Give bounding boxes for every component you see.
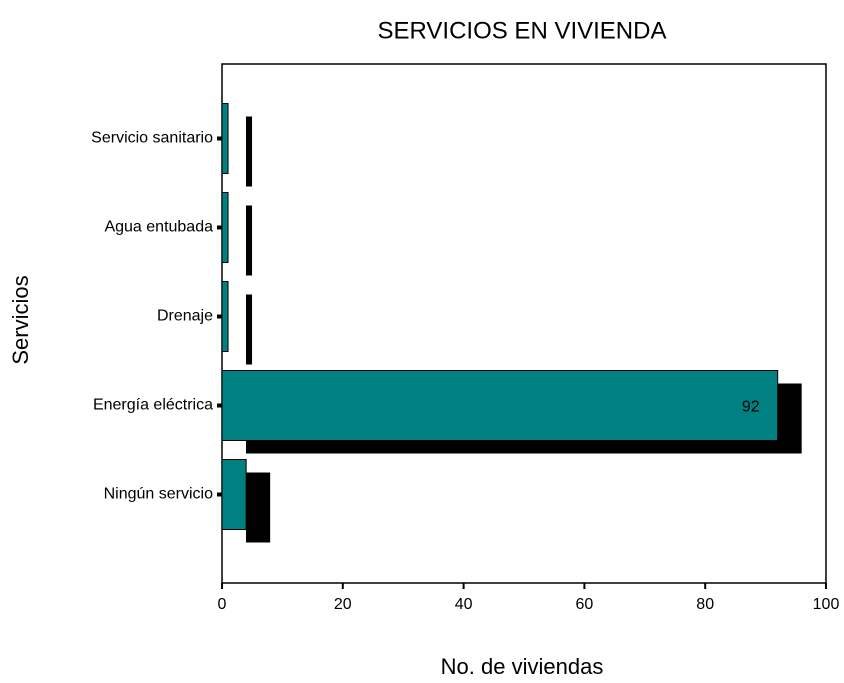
bar xyxy=(221,370,779,441)
bar xyxy=(221,192,229,263)
value-label: 92 xyxy=(742,399,760,416)
bar xyxy=(221,459,247,530)
y-tick xyxy=(217,314,222,319)
bar xyxy=(221,103,229,174)
y-tick-label: Servicio sanitario xyxy=(91,130,213,147)
y-tick-label: Agua entubada xyxy=(104,219,213,236)
bar-shadow xyxy=(246,294,253,365)
x-tick-label: 60 xyxy=(576,596,594,613)
y-tick-label: Ningún servicio xyxy=(104,486,213,503)
y-tick-label: Energía eléctrica xyxy=(93,397,213,414)
chart-title: SERVICIOS EN VIVIENDA xyxy=(378,17,667,44)
bar-shadow xyxy=(246,116,253,187)
bar xyxy=(221,281,229,352)
y-axis-label: Servicios xyxy=(8,275,33,364)
x-tick-label: 20 xyxy=(334,596,352,613)
y-tick xyxy=(217,225,222,230)
plot-frame xyxy=(221,63,827,584)
bar-shadow xyxy=(246,472,271,543)
x-tick-label: 80 xyxy=(696,596,714,613)
x-axis-label: No. de viviendas xyxy=(441,654,604,679)
x-tick-label: 40 xyxy=(455,596,473,613)
bar-shadow xyxy=(246,205,253,276)
y-tick xyxy=(217,136,222,141)
y-tick-label: Drenaje xyxy=(157,308,213,325)
x-tick-label: 100 xyxy=(813,596,840,613)
y-tick xyxy=(217,403,222,408)
y-tick xyxy=(217,492,222,497)
x-tick-label: 0 xyxy=(218,596,227,613)
